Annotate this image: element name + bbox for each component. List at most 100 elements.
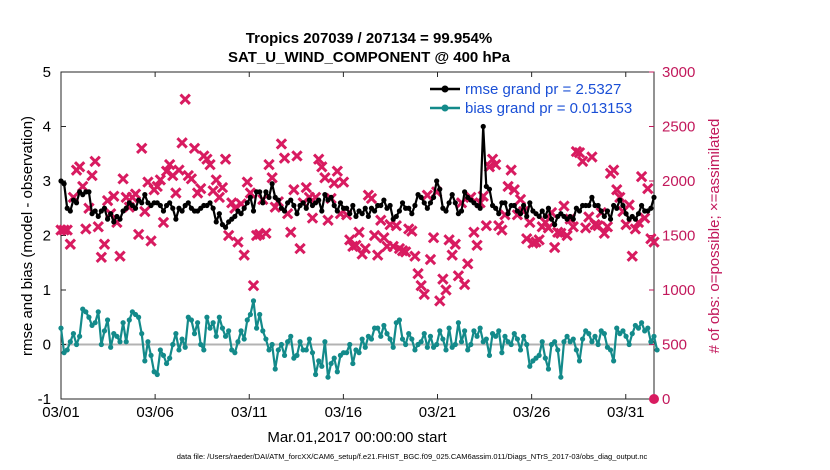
obs-assimilated-point [300, 181, 312, 194]
obs-assimilated-point [108, 190, 120, 202]
bias-point [387, 336, 393, 342]
obs-assimilated-point [496, 224, 508, 236]
obs-assimilated-point [508, 183, 521, 196]
bias-point [521, 333, 527, 339]
bias-point [312, 371, 319, 378]
bias-point [496, 328, 502, 334]
obs-assimilated-point [136, 142, 148, 155]
bias-point [437, 328, 443, 334]
rmse-point [570, 216, 576, 222]
obs-assimilated-point [188, 142, 201, 155]
bias-point [238, 328, 244, 334]
bias-point [412, 347, 418, 353]
obs-assimilated-point [77, 180, 89, 193]
obs-assimilated-point [458, 278, 471, 291]
bias-point [210, 320, 216, 326]
bias-point [517, 347, 524, 353]
obs-assimilated-point [92, 221, 104, 233]
rmse-point [328, 194, 334, 200]
rmse-point [331, 202, 337, 209]
bias-point [564, 333, 570, 339]
bias-point [555, 347, 561, 353]
bias-point [536, 352, 542, 358]
obs-assimilated-point [61, 224, 73, 236]
obs-assimilated-point [368, 229, 381, 242]
rmse-point [486, 186, 493, 192]
bias-point [278, 341, 285, 348]
bias-point [651, 333, 657, 339]
y-tick-label: 5 [43, 64, 51, 81]
obs-assimilated-point [390, 219, 403, 232]
obs-assimilated-point [288, 183, 300, 196]
bias-point [623, 333, 629, 339]
obs-assimilated-point [607, 164, 620, 176]
bias-point [381, 322, 387, 329]
obs-assimilated-point [471, 239, 483, 252]
rmse-point [73, 200, 80, 206]
rmse-point [232, 213, 238, 220]
rmse-point [108, 211, 114, 217]
bias-point [645, 325, 651, 331]
rmse-point [430, 194, 437, 200]
rmse-point [347, 211, 353, 217]
obs-assimilated-point [337, 176, 350, 188]
bias-point [561, 339, 567, 345]
rmse-point [117, 216, 123, 222]
obs-assimilated-series [55, 93, 660, 307]
bias-point [474, 333, 480, 339]
bias-point [173, 331, 179, 337]
obs-assimilated-point [548, 241, 561, 254]
rmse-point [589, 194, 595, 200]
obs-assimilated-point [427, 231, 440, 244]
bias-point [167, 355, 173, 361]
rmse-point [446, 200, 452, 206]
bias-point [266, 347, 272, 353]
bias-point [322, 339, 328, 345]
y2-tick-label: 3000 [662, 64, 695, 81]
rmse-point [399, 200, 406, 206]
obs-assimilated-point [260, 227, 272, 240]
obs-assimilated-point [415, 279, 427, 292]
obs-assimilated-point [291, 150, 303, 162]
bias-point [462, 328, 468, 334]
obs-assimilated-point [365, 192, 378, 205]
obs-assimilated-point [226, 197, 238, 209]
bias-point [406, 331, 412, 337]
rmse-point [524, 213, 530, 220]
bias-point [204, 314, 210, 320]
obs-assimilated-point [151, 180, 163, 193]
rmse-point [595, 202, 601, 209]
bias-point [309, 350, 316, 356]
obs-assimilated-point [64, 238, 77, 250]
bias-point [73, 341, 80, 348]
rmse-point [409, 211, 415, 217]
bias-point [458, 339, 465, 345]
bias-point [77, 333, 83, 339]
obs-assimilated-point [145, 235, 157, 247]
obs-assimilated-point [232, 236, 244, 248]
obs-assimilated-point [201, 153, 213, 165]
bias-series [58, 298, 660, 380]
bias-point [281, 352, 288, 358]
obs-assimilated-point [601, 221, 614, 233]
bias-point [648, 339, 654, 345]
bias-point [176, 347, 182, 353]
bias-point [542, 355, 548, 361]
obs-assimilated-point [648, 236, 660, 248]
bias-point [58, 325, 64, 331]
rmse-point [493, 205, 499, 211]
bias-point [123, 339, 129, 345]
rmse-point [607, 216, 614, 222]
obs-assimilated-point [440, 284, 452, 296]
obs-assimilated-point [449, 238, 462, 250]
bias-point [399, 336, 406, 342]
bias-point [375, 325, 381, 331]
obs-assimilated-point [611, 183, 623, 196]
bias-point [136, 314, 142, 320]
bias-point [638, 320, 645, 326]
bias-point [396, 317, 403, 323]
obs-assimilated-point [489, 158, 502, 171]
rmse-point [576, 208, 583, 214]
bias-point [545, 366, 552, 372]
bias-point [182, 344, 188, 350]
